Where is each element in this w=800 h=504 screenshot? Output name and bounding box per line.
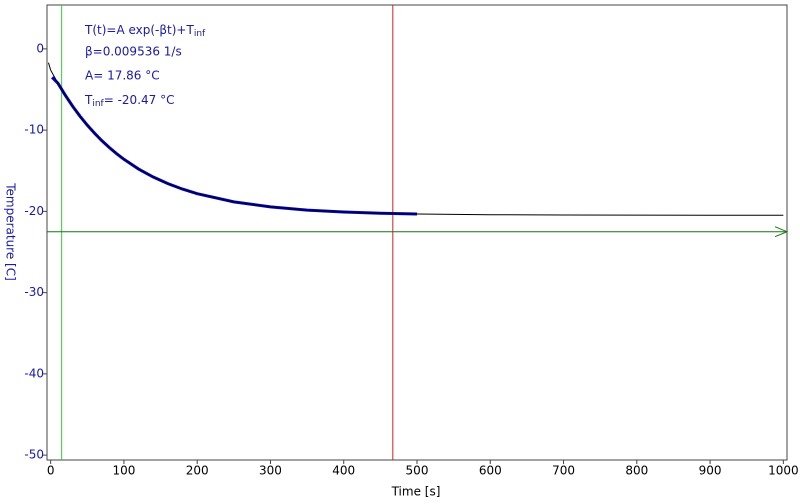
y-tick-label: -20 bbox=[24, 204, 44, 218]
x-tick-label: 900 bbox=[699, 464, 722, 478]
y-tick-label: -30 bbox=[24, 285, 44, 299]
amplitude: A= 17.86 °C bbox=[85, 69, 160, 83]
x-tick-label: 200 bbox=[186, 464, 209, 478]
beta: β=0.009536 1/s bbox=[85, 45, 182, 59]
t-inf-main: T bbox=[84, 93, 93, 107]
x-tick-label: 100 bbox=[112, 464, 135, 478]
threshold-arrow bbox=[774, 226, 789, 238]
plot-frame bbox=[46, 4, 788, 461]
formula-main: T(t)=A exp(-βt)+T bbox=[84, 23, 194, 37]
x-tick-label: 500 bbox=[406, 464, 429, 478]
formula: T(t)=A exp(-βt)+Tinf bbox=[84, 23, 206, 39]
x-tick-label: 700 bbox=[552, 464, 575, 478]
x-tick-label: 400 bbox=[332, 464, 355, 478]
t-inf: Tinf= -20.47 °C bbox=[84, 93, 174, 109]
x-tick-label: 1000 bbox=[768, 464, 799, 478]
formula-sub: inf bbox=[194, 29, 206, 39]
y-tick-label: -10 bbox=[24, 123, 44, 137]
x-tick-label: 600 bbox=[479, 464, 502, 478]
t-inf-sub: inf bbox=[92, 99, 104, 109]
series-line bbox=[47, 62, 784, 216]
x-tick-label: 800 bbox=[625, 464, 648, 478]
x-tick-label: 0 bbox=[47, 464, 55, 478]
y-tick-label: -40 bbox=[24, 366, 44, 380]
t-inf-value: = -20.47 °C bbox=[104, 93, 175, 107]
y-tick-label: 0 bbox=[36, 41, 44, 55]
y-axis-title: Temperature [C] bbox=[4, 182, 18, 281]
x-axis-title: Time [s] bbox=[391, 485, 441, 499]
y-tick-label: -50 bbox=[24, 448, 44, 462]
x-tick-label: 300 bbox=[259, 464, 282, 478]
